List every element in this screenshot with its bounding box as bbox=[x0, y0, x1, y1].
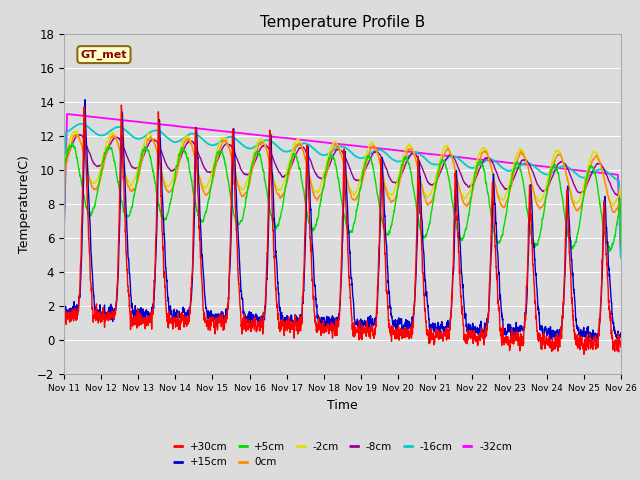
-2cm bbox=[127, 182, 134, 188]
Line: 0cm: 0cm bbox=[64, 135, 621, 221]
Line: +5cm: +5cm bbox=[64, 144, 621, 254]
+15cm bbox=[234, 213, 241, 218]
-8cm bbox=[60, 210, 68, 216]
+30cm bbox=[60, 320, 68, 325]
-16cm bbox=[127, 132, 135, 138]
+5cm bbox=[127, 205, 135, 211]
+5cm bbox=[445, 175, 452, 181]
+30cm bbox=[127, 319, 134, 325]
+30cm bbox=[234, 244, 241, 250]
-8cm bbox=[95, 163, 103, 168]
-8cm bbox=[74, 132, 82, 137]
0cm bbox=[127, 188, 134, 193]
+15cm bbox=[60, 321, 68, 326]
Line: -2cm: -2cm bbox=[64, 131, 621, 221]
-16cm bbox=[77, 121, 85, 127]
+15cm bbox=[445, 322, 452, 328]
+30cm bbox=[127, 311, 135, 316]
-8cm bbox=[234, 156, 241, 162]
+15cm bbox=[617, 333, 625, 338]
+30cm bbox=[490, 218, 498, 224]
+15cm bbox=[95, 308, 103, 314]
Y-axis label: Temperature(C): Temperature(C) bbox=[19, 155, 31, 253]
-32cm bbox=[60, 224, 68, 230]
+15cm bbox=[127, 294, 135, 300]
Title: Temperature Profile B: Temperature Profile B bbox=[260, 15, 425, 30]
-2cm bbox=[60, 218, 68, 224]
-2cm bbox=[73, 128, 81, 134]
+30cm bbox=[580, 351, 588, 357]
0cm bbox=[95, 179, 103, 184]
-2cm bbox=[490, 177, 498, 182]
0cm bbox=[617, 218, 625, 224]
+30cm bbox=[445, 336, 452, 341]
+5cm bbox=[127, 210, 134, 216]
Line: -8cm: -8cm bbox=[64, 134, 621, 213]
-16cm bbox=[617, 254, 625, 260]
+5cm bbox=[617, 242, 625, 248]
-2cm bbox=[445, 146, 452, 152]
0cm bbox=[72, 132, 79, 138]
+15cm bbox=[615, 339, 623, 345]
-8cm bbox=[490, 163, 498, 169]
-16cm bbox=[127, 132, 134, 137]
+5cm bbox=[234, 222, 241, 228]
0cm bbox=[127, 187, 135, 193]
0cm bbox=[445, 147, 452, 153]
-2cm bbox=[127, 183, 135, 189]
-16cm bbox=[95, 132, 103, 138]
+5cm bbox=[490, 229, 498, 235]
0cm bbox=[490, 176, 498, 182]
+30cm bbox=[95, 318, 103, 324]
-16cm bbox=[490, 157, 498, 163]
Legend: +30cm, +15cm, +5cm, 0cm, -2cm, -8cm, -16cm, -32cm: +30cm, +15cm, +5cm, 0cm, -2cm, -8cm, -16… bbox=[168, 438, 516, 471]
+30cm bbox=[118, 102, 125, 108]
Line: +15cm: +15cm bbox=[64, 100, 621, 342]
-16cm bbox=[234, 138, 241, 144]
-32cm bbox=[445, 153, 452, 159]
-32cm bbox=[127, 118, 135, 124]
-8cm bbox=[445, 153, 452, 158]
-32cm bbox=[95, 115, 103, 120]
-16cm bbox=[445, 154, 452, 160]
-2cm bbox=[234, 179, 241, 184]
Line: +30cm: +30cm bbox=[64, 105, 621, 354]
-32cm bbox=[63, 111, 71, 117]
+5cm bbox=[95, 181, 103, 187]
Line: -32cm: -32cm bbox=[64, 114, 621, 253]
+15cm bbox=[490, 186, 498, 192]
Line: -16cm: -16cm bbox=[64, 124, 621, 257]
X-axis label: Time: Time bbox=[327, 399, 358, 412]
+15cm bbox=[81, 97, 89, 103]
-2cm bbox=[617, 218, 625, 224]
-16cm bbox=[60, 229, 68, 235]
Text: GT_met: GT_met bbox=[81, 49, 127, 60]
+30cm bbox=[617, 343, 625, 349]
-32cm bbox=[490, 158, 498, 164]
-32cm bbox=[617, 251, 625, 256]
-8cm bbox=[127, 163, 135, 168]
-2cm bbox=[95, 170, 103, 176]
0cm bbox=[60, 218, 68, 224]
-8cm bbox=[617, 210, 625, 216]
+15cm bbox=[127, 284, 134, 290]
+5cm bbox=[60, 252, 68, 257]
0cm bbox=[234, 180, 241, 185]
-8cm bbox=[127, 161, 134, 167]
-32cm bbox=[234, 130, 241, 136]
-32cm bbox=[127, 118, 134, 124]
+5cm bbox=[68, 141, 76, 146]
